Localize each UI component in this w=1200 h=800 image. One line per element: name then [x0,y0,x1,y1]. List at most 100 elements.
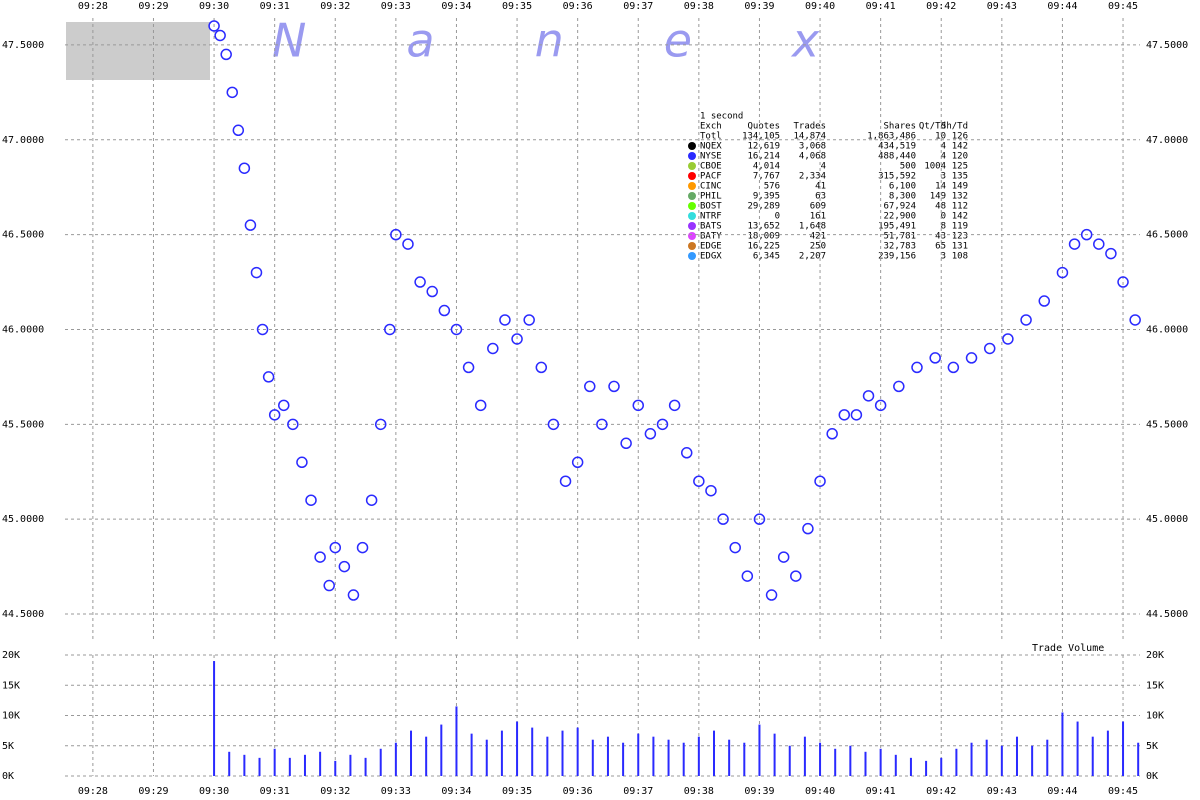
trade-point [365,494,378,506]
x-tick-label: 09:37 [623,786,653,797]
trade-point [535,361,548,374]
quote-band [66,22,210,80]
trade-point [296,456,308,469]
trade-point [765,589,778,601]
table-cell: 4 [941,152,946,162]
table-cell: 8,300 [889,192,916,202]
y-tick-label-right: 15K [1146,680,1164,691]
y-tick-label: 47.0000 [2,135,44,146]
trade-point [450,323,463,336]
table-cell: EDGE [700,242,722,252]
volume-bar [440,724,443,776]
table-cell: 131 [952,242,968,252]
trade-point [278,399,290,412]
trade-point [523,314,535,326]
volume-bar [213,661,216,776]
x-tick-label: 09:45 [1108,1,1138,12]
trade-point [1038,295,1051,307]
y-tick-label-right: 46.5000 [1146,230,1188,241]
trade-point [741,570,754,582]
volume-bar [758,724,761,776]
volume-bar [561,730,564,776]
table-cell: 500 [900,162,916,172]
x-tick-label: 09:36 [563,786,593,797]
volume-bar [334,760,337,776]
volume-bar [849,745,852,776]
x-tick-label: 09:30 [199,1,229,12]
volume-bar [985,739,988,776]
trade-point [608,380,620,393]
table-cell: 161 [810,212,826,222]
volume-bar [1091,736,1094,776]
volume-bar [500,730,503,776]
volume-bar [940,757,943,776]
legend-marker [688,152,696,160]
table-cell: NYSE [700,152,722,162]
volume-bar [697,736,700,776]
trade-point [338,560,351,573]
table-cell: 13,652 [747,222,780,232]
volume-bar [485,739,488,776]
trade-point [256,323,269,336]
table-cell: BATS [700,222,722,232]
table-cell: 135 [952,172,968,182]
trade-point [438,304,451,317]
table-cell: 4,068 [799,152,826,162]
volume-bar [925,760,928,776]
trade-point [226,86,238,99]
trade-point [511,333,523,345]
trade-point [1105,247,1117,260]
y-tick-label: 0K [2,771,14,782]
trade-point [426,285,438,298]
volume-bar [864,751,867,776]
trade-point [347,589,360,601]
table-header: Exch [700,122,722,132]
table-cell: 132 [952,192,968,202]
volume-bar [970,742,973,776]
table-cell: 16,225 [747,242,780,252]
trade-point [1129,314,1141,326]
y-tick-label: 15K [2,680,20,691]
volume-bar [425,736,428,776]
table-cell: 3 [941,252,946,262]
x-tick-label: 09:31 [260,786,290,797]
table-cell: 112 [952,202,968,212]
x-tick-label: 09:36 [563,1,593,12]
table-cell: 16,214 [747,152,780,162]
volume-bar [803,736,806,776]
volume-bar [319,751,322,776]
table-cell: 18,009 [747,232,780,242]
volume-bar [379,748,382,776]
trade-point [547,418,560,431]
volume-bar [288,757,291,776]
legend-marker [688,202,696,210]
table-cell: BATY [700,232,722,242]
trade-point [559,475,572,487]
volume-bar [955,748,958,776]
y-tick-label-right: 47.5000 [1146,40,1188,51]
table-cell: 126 [952,132,968,142]
trade-point [596,418,608,431]
table-cell: 41 [815,182,826,192]
trade-point [874,399,887,412]
x-tick-label: 09:44 [1047,786,1077,797]
x-tick-label: 09:44 [1047,1,1077,12]
x-tick-label: 09:42 [926,786,956,797]
table-header: Sh/Td [941,122,968,132]
trade-point [208,20,220,32]
legend-marker [688,222,696,230]
trade-point [214,29,226,42]
x-tick-label: 09:41 [866,786,896,797]
table-cell: 48 [935,202,946,212]
table-cell: 22,900 [883,212,916,222]
legend-marker [688,192,696,200]
y-tick-label: 45.5000 [2,419,44,430]
table-cell: 0 [941,212,946,222]
volume-bar [606,736,609,776]
volume-bar [349,754,352,776]
table-cell: CBOE [700,162,722,172]
watermark: Nanex [272,14,919,68]
x-tick-label: 09:33 [381,786,411,797]
table-cell: 142 [952,212,968,222]
trade-point [983,342,996,355]
